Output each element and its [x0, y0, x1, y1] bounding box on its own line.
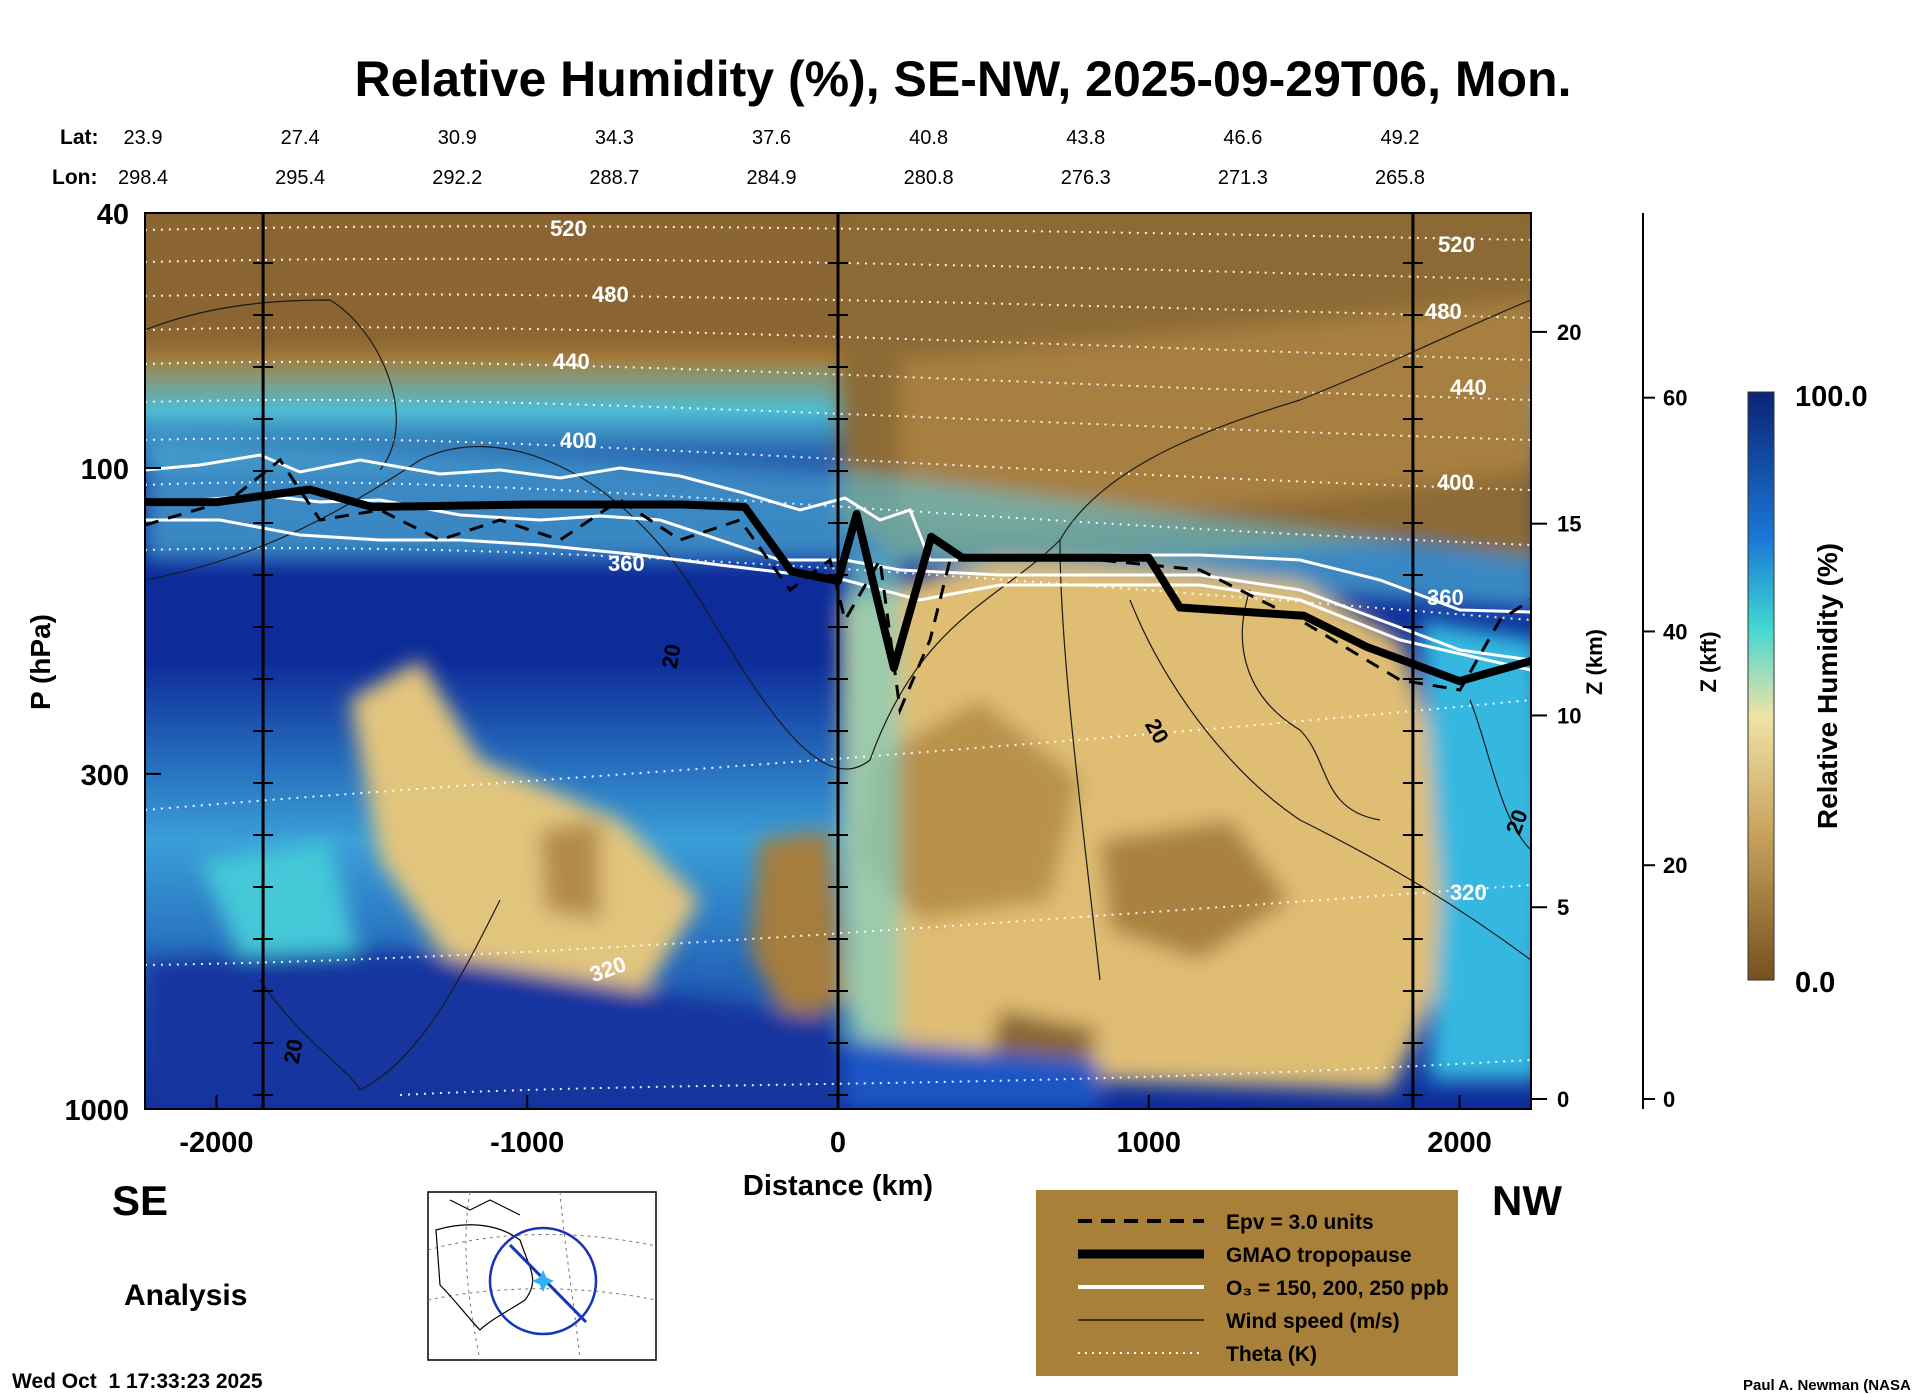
- z-km-tick-label: 10: [1557, 703, 1581, 728]
- x-tick-label: -1000: [490, 1127, 564, 1159]
- theta-label-320-right: 320: [1450, 880, 1487, 905]
- z-kft-tick-label: 0: [1663, 1087, 1675, 1112]
- theta-label-440-right: 440: [1450, 375, 1487, 400]
- z-km-tick-label: 5: [1557, 895, 1569, 920]
- gmao-tropopause-line: [145, 485, 1531, 686]
- legend-box: Epv = 3.0 units GMAO tropopause O₃ = 150, …: [1036, 1190, 1458, 1376]
- lon-value: 271.3: [1218, 167, 1268, 189]
- theta-label-520: 520: [550, 216, 587, 241]
- ozone-contours: [145, 453, 1531, 672]
- y-tick-label: 1000: [64, 1095, 129, 1127]
- x-tick-label: -2000: [179, 1127, 253, 1159]
- z-kft-tick-label: 60: [1663, 386, 1687, 411]
- theta-labels: 520 480 440 400 360 520 480 440 400 360 …: [550, 216, 1487, 987]
- epv-contour: [145, 457, 1531, 716]
- vertical-markers: [253, 213, 1423, 1109]
- plot-area: 520 480 440 400 360 520 480 440 400 360 …: [145, 213, 1531, 1109]
- y-axis-ticks: 40 100 300 1000: [64, 199, 161, 1127]
- z-kft-tick-label: 20: [1663, 853, 1687, 878]
- lat-value: 43.8: [1066, 127, 1105, 149]
- lon-value: 276.3: [1061, 167, 1111, 189]
- z-km-tick-label: 20: [1557, 320, 1581, 345]
- y-tick-label: 100: [81, 454, 129, 486]
- colorbar-max-label: 100.0: [1795, 381, 1868, 413]
- theta-contours: [145, 225, 1531, 1096]
- lon-value: 288.7: [589, 167, 639, 189]
- y-tick-label: 300: [81, 760, 129, 792]
- wind-speed-contours: [145, 299, 1531, 1091]
- lat-value: 27.4: [281, 127, 320, 149]
- theta-label-520-right: 520: [1438, 232, 1475, 257]
- z-km-label: Z (km): [1582, 629, 1607, 695]
- x-tick-label: 2000: [1427, 1127, 1492, 1159]
- wind-label-a: 20: [657, 642, 686, 670]
- lat-lon-header: 23.9 298.4 27.4 295.4 30.9 292.2 34.3 288.7 37.6…: [118, 127, 1425, 189]
- lon-value: 295.4: [275, 167, 325, 189]
- lat-value: 23.9: [124, 127, 163, 149]
- colorbar-title: Relative Humidity (%): [1812, 543, 1843, 829]
- theta-label-480-right: 480: [1425, 299, 1462, 324]
- theta-label-480: 480: [592, 282, 629, 307]
- x-tick-label: 1000: [1117, 1127, 1182, 1159]
- lat-value: 37.6: [752, 127, 791, 149]
- z-kft-label: Z (kft): [1696, 631, 1721, 692]
- theta-label-360-right: 360: [1427, 585, 1464, 610]
- x-tick-label: 0: [830, 1127, 846, 1159]
- lat-value: 34.3: [595, 127, 634, 149]
- analysis-label: Analysis: [124, 1279, 247, 1312]
- theta-label-400: 400: [560, 428, 597, 453]
- legend-entry-label: GMAO tropopause: [1226, 1244, 1412, 1267]
- z-km-ticks: 0 5 10 15 20: [1531, 320, 1581, 1112]
- lat-value: 40.8: [909, 127, 948, 149]
- legend-entry-label: Theta (K): [1226, 1343, 1317, 1366]
- x-axis-label: Distance (km): [743, 1170, 933, 1202]
- x-axis-ticks: -2000 -1000 0 1000 2000: [179, 1095, 1492, 1159]
- y-tick-label: 40: [97, 199, 129, 231]
- lat-label: Lat:: [60, 126, 99, 149]
- lon-value: 292.2: [432, 167, 482, 189]
- z-km-tick-label: 15: [1557, 512, 1581, 537]
- legend-entry-label: O₃ = 150, 200, 250 ppb: [1226, 1277, 1449, 1300]
- z-kft-ticks: 0 20 40 60: [1643, 386, 1687, 1112]
- lon-label: Lon:: [52, 166, 97, 189]
- lat-value: 46.6: [1223, 127, 1262, 149]
- credit-text: Paul A. Newman (NASA: [1743, 1377, 1911, 1394]
- chart-title: Relative Humidity (%), SE-NW, 2025-09-29…: [355, 51, 1572, 107]
- theta-label-400-right: 400: [1437, 470, 1474, 495]
- colorbar-min-label: 0.0: [1795, 967, 1835, 999]
- lon-value: 298.4: [118, 167, 168, 189]
- timestamp: Wed Oct 1 17:33:23 2025: [12, 1370, 263, 1393]
- wind-label-c: 20: [279, 1037, 308, 1065]
- z-kft-tick-label: 40: [1663, 619, 1687, 644]
- z-km-tick-label: 0: [1557, 1087, 1569, 1112]
- legend-entry-label: Wind speed (m/s): [1226, 1310, 1400, 1333]
- direction-se: SE: [112, 1177, 168, 1224]
- direction-nw: NW: [1492, 1177, 1562, 1224]
- lon-value: 280.8: [904, 167, 954, 189]
- inset-map: [427, 1191, 657, 1361]
- legend-entry-label: Epv = 3.0 units: [1226, 1211, 1374, 1234]
- lon-value: 284.9: [746, 167, 796, 189]
- lon-value: 265.8: [1375, 167, 1425, 189]
- y-axis-label: P (hPa): [25, 614, 56, 710]
- lat-value: 30.9: [438, 127, 477, 149]
- theta-label-440: 440: [553, 349, 590, 374]
- colorbar: [1747, 391, 1775, 981]
- lat-value: 49.2: [1381, 127, 1420, 149]
